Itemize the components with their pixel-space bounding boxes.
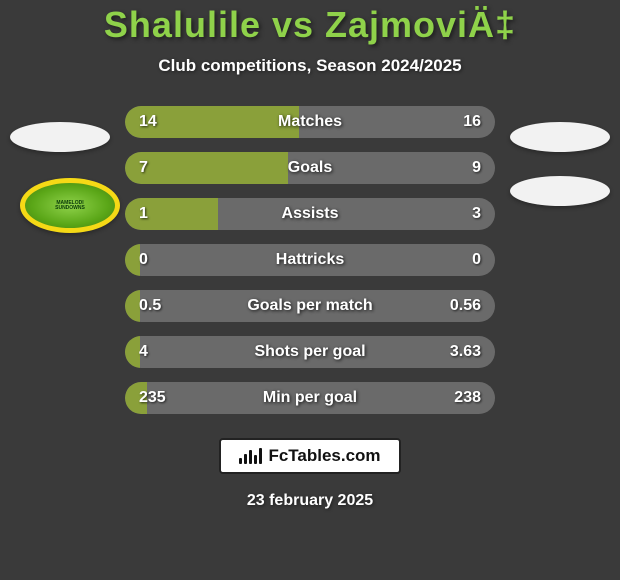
source-badge[interactable]: FcTables.com	[219, 438, 400, 474]
player-right-marker-1	[510, 122, 610, 152]
stat-row: 0 0 Hattricks	[125, 244, 495, 276]
page-subtitle: Club competitions, Season 2024/2025	[158, 56, 461, 76]
stat-label: Min per goal	[263, 389, 357, 407]
stat-bar-left-fill	[125, 336, 140, 368]
club-badge-left: MAMELODI SUNDOWNS	[20, 178, 120, 233]
player-left-marker	[10, 122, 110, 152]
stat-right-value: 3.63	[450, 343, 481, 361]
stat-right-value: 0.56	[450, 297, 481, 315]
stat-right-value: 0	[472, 251, 481, 269]
stat-left-value: 0.5	[139, 297, 161, 315]
comparison-date: 23 february 2025	[247, 492, 373, 510]
stat-row: 14 16 Matches	[125, 106, 495, 138]
stats-bars: 14 16 Matches 7 9 Goals 1 3 Assists 0 0 Hattricks 0.…	[125, 106, 495, 414]
comparison-card: Shalulile vs ZajmoviÄ‡ Club competitions…	[0, 0, 620, 580]
stat-bar-left-fill	[125, 244, 140, 276]
stat-label: Hattricks	[276, 251, 344, 269]
page-title: Shalulile vs ZajmoviÄ‡	[104, 4, 516, 46]
stat-bar-left-fill	[125, 152, 288, 184]
bars-chart-icon	[239, 448, 262, 464]
stat-right-value: 16	[463, 113, 481, 131]
stat-left-value: 1	[139, 205, 148, 223]
stat-label: Shots per goal	[254, 343, 365, 361]
stat-row: 0.5 0.56 Goals per match	[125, 290, 495, 322]
stat-right-value: 3	[472, 205, 481, 223]
stat-row: 4 3.63 Shots per goal	[125, 336, 495, 368]
stat-left-value: 0	[139, 251, 148, 269]
source-badge-text: FcTables.com	[268, 446, 380, 466]
stat-row: 1 3 Assists	[125, 198, 495, 230]
club-badge-bottom-text: SUNDOWNS	[55, 206, 85, 211]
stat-left-value: 7	[139, 159, 148, 177]
stat-label: Goals	[288, 159, 332, 177]
player-right-marker-2	[510, 176, 610, 206]
stat-left-value: 235	[139, 389, 166, 407]
stat-label: Assists	[282, 205, 339, 223]
stat-bar-left-fill	[125, 290, 140, 322]
stat-row: 7 9 Goals	[125, 152, 495, 184]
stat-right-value: 238	[454, 389, 481, 407]
stat-right-value: 9	[472, 159, 481, 177]
stat-left-value: 4	[139, 343, 148, 361]
stat-left-value: 14	[139, 113, 157, 131]
stat-label: Matches	[278, 113, 342, 131]
stat-label: Goals per match	[247, 297, 372, 315]
stat-row: 235 238 Min per goal	[125, 382, 495, 414]
